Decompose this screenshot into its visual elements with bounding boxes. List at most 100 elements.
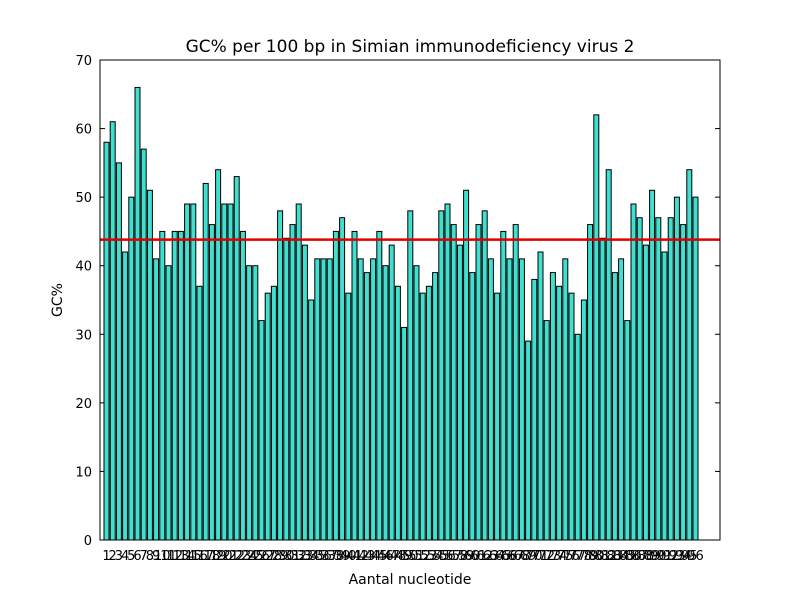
x-tick-label: 13 — [173, 549, 190, 564]
bar — [252, 265, 259, 541]
bar — [407, 210, 414, 541]
x-tick-label: 42 — [352, 549, 369, 564]
bar — [531, 278, 538, 541]
bar — [171, 230, 178, 541]
x-tick-label: 8 — [146, 549, 154, 564]
x-tick-label: 77 — [569, 549, 586, 564]
bar — [692, 196, 699, 541]
x-tick-label: 59 — [458, 549, 475, 564]
x-tick-label: 90 — [650, 549, 667, 564]
bar — [146, 189, 153, 541]
x-tick-label: 21 — [222, 549, 239, 564]
bar — [202, 182, 209, 541]
x-tick-label: 10 — [154, 549, 171, 564]
bar — [264, 292, 271, 541]
x-tick-label: 51 — [408, 549, 425, 564]
y-tick-label: 40 — [75, 260, 92, 275]
plot-frame — [99, 59, 721, 541]
bar — [109, 121, 116, 541]
x-tick-label: 71 — [532, 549, 549, 564]
x-tick-label: 65 — [495, 549, 512, 564]
x-tick-label: 29 — [272, 549, 289, 564]
x-tick-label: 76 — [563, 549, 580, 564]
bar — [122, 251, 129, 541]
y-tick-label: 30 — [75, 328, 92, 343]
x-tick-label: 12 — [166, 549, 183, 564]
bar — [376, 230, 383, 541]
x-tick-label: 41 — [346, 549, 363, 564]
x-tick-label: 45 — [371, 549, 388, 564]
x-tick-label: 75 — [557, 549, 574, 564]
bar — [537, 251, 544, 541]
x-tick-label: 2 — [109, 549, 117, 564]
bar — [568, 292, 575, 541]
bar — [208, 224, 215, 541]
bar — [308, 299, 315, 541]
x-tick-label: 89 — [644, 549, 661, 564]
bar — [401, 326, 408, 541]
x-tick-label: 47 — [383, 549, 400, 564]
x-tick-label: 44 — [365, 549, 382, 564]
x-tick-label: 83 — [607, 549, 624, 564]
x-tick-label: 49 — [396, 549, 413, 564]
x-tick-label: 5 — [127, 549, 135, 564]
bar — [475, 224, 482, 541]
x-tick-label: 18 — [204, 549, 221, 564]
x-tick-label: 14 — [179, 549, 196, 564]
x-tick-label: 85 — [619, 549, 636, 564]
x-tick-label: 79 — [582, 549, 599, 564]
bar — [103, 141, 110, 541]
x-tick-label: 40 — [340, 549, 357, 564]
bar — [500, 230, 507, 541]
y-tick-label: 60 — [75, 123, 92, 138]
bar — [494, 292, 501, 541]
x-tick-label: 31 — [284, 549, 301, 564]
bar — [320, 258, 327, 541]
bar — [506, 258, 513, 541]
bar — [432, 272, 439, 541]
x-tick-label: 11 — [160, 549, 177, 564]
x-tick-label: 1 — [102, 549, 110, 564]
bar — [642, 244, 649, 541]
x-tick-label: 78 — [576, 549, 593, 564]
bar — [184, 203, 191, 541]
bar — [332, 230, 339, 541]
x-tick-label: 86 — [625, 549, 642, 564]
bar — [246, 265, 253, 541]
x-tick-label: 70 — [526, 549, 543, 564]
x-tick-label: 4 — [121, 549, 129, 564]
bar — [196, 285, 203, 541]
bar — [153, 258, 160, 541]
bar — [351, 230, 358, 541]
bar — [673, 196, 680, 541]
bar — [345, 292, 352, 541]
x-tick-label: 43 — [359, 549, 376, 564]
x-tick-label: 17 — [197, 549, 214, 564]
bar — [605, 169, 612, 541]
x-tick-label: 53 — [421, 549, 438, 564]
bar — [525, 340, 532, 541]
bar — [667, 217, 674, 541]
x-tick-label: 93 — [669, 549, 686, 564]
x-tick-label: 24 — [241, 549, 258, 564]
x-tick-label: 50 — [402, 549, 419, 564]
x-tick-label: 60 — [464, 549, 481, 564]
bar — [295, 203, 302, 541]
x-tick-label: 19 — [210, 549, 227, 564]
bar — [649, 189, 656, 541]
bar — [277, 210, 284, 541]
bar — [469, 272, 476, 541]
x-tick-label: 84 — [613, 549, 630, 564]
bar — [655, 217, 662, 541]
x-tick-label: 3 — [115, 549, 123, 564]
x-tick-label: 46 — [377, 549, 394, 564]
x-tick-label: 34 — [303, 549, 320, 564]
bar — [215, 169, 222, 541]
bar — [190, 203, 197, 541]
bar — [339, 217, 346, 541]
x-tick-label: 74 — [551, 549, 568, 564]
x-tick-label: 37 — [321, 549, 338, 564]
bar — [425, 285, 432, 541]
bar — [686, 169, 693, 541]
bar — [382, 265, 389, 541]
